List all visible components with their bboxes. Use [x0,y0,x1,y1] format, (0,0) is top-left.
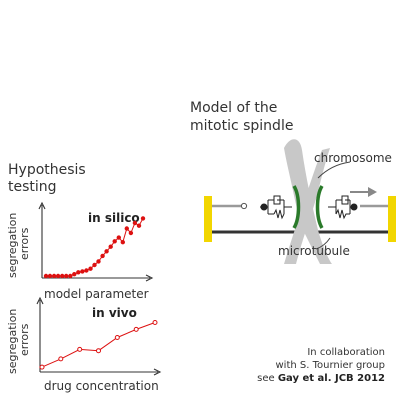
microtubule-label: microtubule [278,244,350,258]
credit-line2: with S. Tournier group [275,360,385,371]
microtubule-leader [315,237,331,250]
force-arrow-head [368,187,377,197]
credit-line3-prefix: see [257,373,278,384]
chart1-point [132,220,138,226]
chart2-ylabel-line1: segregation [6,309,19,374]
chart2-title: in vivo [92,306,137,320]
chart1-title: in silico [88,211,140,225]
chart1-point [104,249,109,254]
chart2-point [96,348,101,354]
chart1-xlabel: model parameter [44,287,149,301]
chromosome-leader [317,161,351,179]
left-fiber-end [240,202,248,210]
chart1-point [128,230,134,236]
chart1-point [60,273,65,279]
chart1-ylabel-line1: segregation [6,213,19,278]
chart2-point [39,364,45,370]
credit-reference-link[interactable]: Gay et al. JCB 2012 [278,373,385,384]
credit-line1: In collaboration [307,347,385,358]
chart1-point [43,273,49,279]
chart1-point [124,226,130,231]
kinetochore-right [315,185,324,229]
chart1-point [116,235,122,240]
chart1-point [100,253,105,259]
chart2-xlabel: drug concentration [44,379,159,393]
right-spring-dashpot [328,195,358,220]
spindle-title-line1: Model of the [190,100,277,116]
spindle-pole-right [388,196,396,242]
chart1-point [80,269,85,274]
spindle-diagram: chromosome microtubule [204,139,396,264]
chart2-y-arrow [36,296,44,305]
chart1-point [92,262,97,268]
chart1-point [120,240,126,245]
chart1-point [68,273,73,279]
chart1-point [140,216,146,221]
chart1-point [51,273,57,279]
chart1-point [72,272,77,277]
hypothesis-heading-line1: Hypothesis [8,162,86,178]
kinetochore-left [292,185,301,229]
chart1-y-arrow [38,201,46,210]
chart2-point [114,335,120,340]
left-spring-dashpot [260,195,292,220]
chart2-plot-area [39,320,158,370]
chart1-ylabel-line2: errors [18,227,31,260]
chart1-point [88,266,93,271]
chart1-point [84,268,89,273]
chart-in-vivo: segregation errors in vivo drug concentr… [6,296,162,393]
chart1-series-line [46,218,144,277]
spindle-title-line2: mitotic spindle [190,118,293,134]
chart1-point [136,223,142,228]
chart1-point [112,239,117,244]
chart1-point [96,259,101,264]
chart-in-silico: segregation errors in silico model param… [6,201,154,301]
spindle-pole-left [204,196,212,242]
chromosome-label: chromosome [314,151,392,165]
chart1-x-arrow [145,274,154,282]
chart2-point [133,326,139,332]
credit-line3: see Gay et al. JCB 2012 [257,373,385,384]
chart2-point [152,320,158,325]
chart1-point [64,273,69,279]
chart1-point [47,273,53,279]
chart2-point [77,346,83,352]
chart2-point [58,356,64,362]
chart1-point [55,273,61,279]
chart2-x-arrow [153,368,162,376]
chart1-point [76,270,81,275]
chart1-point [108,244,113,249]
chart1-plot-area [43,216,146,279]
hypothesis-heading-line2: testing [8,179,57,195]
chart2-ylabel-line2: errors [18,323,31,356]
